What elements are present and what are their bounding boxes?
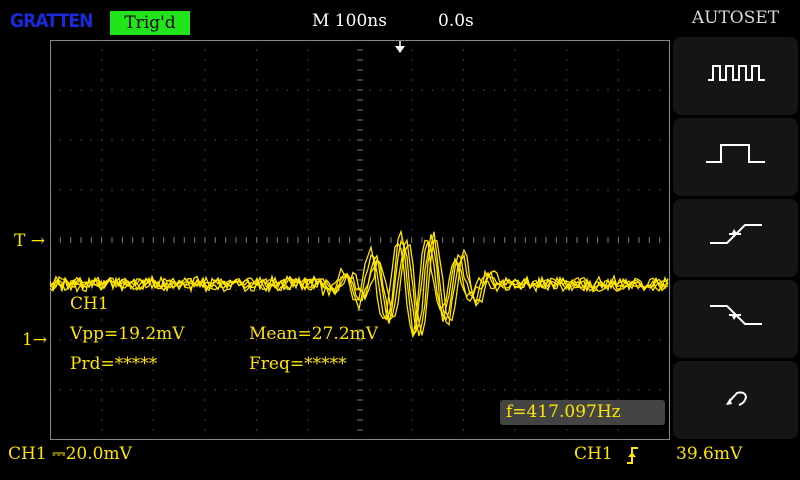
- autoset-menu: AUTOSET: [671, 0, 800, 440]
- brand-logo: GRATTEN: [10, 9, 93, 33]
- graticule-grid: [50, 40, 670, 440]
- trigger-position-marker-icon: [395, 40, 405, 53]
- menu-title: AUTOSET: [691, 8, 780, 28]
- top-status-bar: GRATTEN Trig'd M 100ns 0.0s: [0, 0, 670, 40]
- measurement-channel-label: CH1: [70, 294, 109, 314]
- falling-edge-button[interactable]: [673, 280, 798, 358]
- horizontal-position-readout: 0.0s: [438, 11, 474, 31]
- waveform-traces: [50, 229, 669, 339]
- ch1-scale-readout[interactable]: CH1 ⎓20.0mV: [8, 444, 132, 464]
- single-period-button[interactable]: [673, 118, 798, 196]
- waveform-display[interactable]: [50, 40, 670, 440]
- rising-edge-icon: [627, 447, 638, 464]
- measurement-vpp: Vpp=19.2mV: [70, 324, 185, 344]
- measurement-mean: Mean=27.2mV: [249, 324, 379, 344]
- measurement-period: Prd=*****: [70, 354, 158, 374]
- bottom-status-bar: [0, 440, 800, 480]
- trigger-source-readout: CH1: [574, 444, 613, 464]
- trigger-level-readout: 39.6mV: [676, 444, 743, 464]
- rising-edge-button[interactable]: [673, 199, 798, 277]
- measurement-frequency: Freq=*****: [249, 354, 347, 374]
- channel1-ground-marker: 1→: [22, 330, 48, 350]
- multi-period-square-wave-icon: [708, 65, 765, 81]
- undo-button[interactable]: [673, 361, 798, 439]
- trigger-status-badge: Trig'd: [110, 11, 190, 35]
- single-period-pulse-icon: [706, 144, 765, 163]
- frequency-counter: f=417.097Hz: [500, 400, 665, 425]
- waveform-trace: [50, 239, 669, 336]
- rising-edge-icon: [710, 224, 762, 244]
- multi-period-button[interactable]: [673, 37, 798, 115]
- undo-icon: [726, 391, 748, 406]
- timebase-readout: M 100ns: [312, 11, 387, 31]
- trigger-level-marker: T →: [14, 231, 45, 251]
- falling-edge-icon: [710, 305, 762, 325]
